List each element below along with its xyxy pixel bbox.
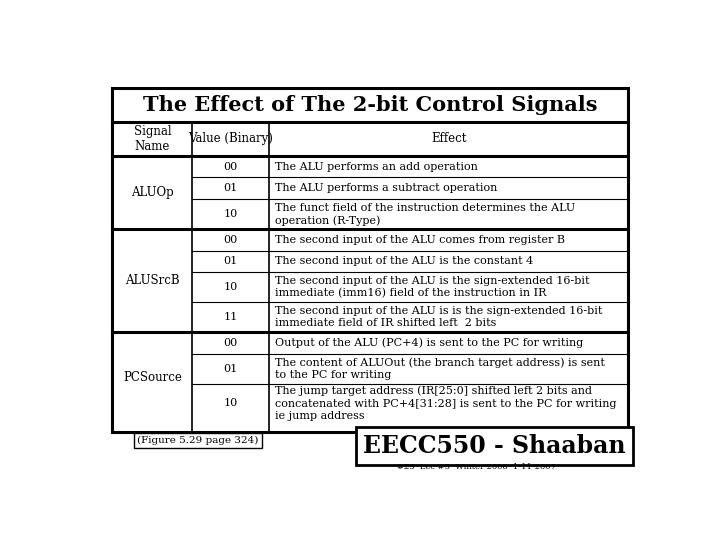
Text: 01: 01	[223, 256, 238, 266]
Text: 10: 10	[223, 282, 238, 292]
Text: Value (Binary): Value (Binary)	[188, 132, 273, 145]
Text: Signal
Name: Signal Name	[133, 125, 171, 153]
Text: 01: 01	[223, 183, 238, 193]
Text: EECC550 - Shaaban: EECC550 - Shaaban	[363, 434, 626, 457]
Text: The second input of the ALU comes from register B: The second input of the ALU comes from r…	[276, 235, 565, 245]
Text: The funct field of the instruction determines the ALU
operation (R-Type): The funct field of the instruction deter…	[276, 202, 575, 226]
Text: The ALU performs an add operation: The ALU performs an add operation	[276, 161, 478, 172]
Text: The second input of the ALU is the sign-extended 16-bit
immediate (imm16) field : The second input of the ALU is the sign-…	[276, 276, 590, 299]
Text: ALUSrcB: ALUSrcB	[125, 274, 179, 287]
Text: 10: 10	[223, 209, 238, 219]
Text: The ALU performs a subtract operation: The ALU performs a subtract operation	[276, 183, 498, 193]
Text: 00: 00	[223, 161, 238, 172]
Text: The second input of the ALU is the constant 4: The second input of the ALU is the const…	[276, 256, 534, 266]
Text: Output of the ALU (PC+4) is sent to the PC for writing: Output of the ALU (PC+4) is sent to the …	[276, 338, 584, 348]
Text: 11: 11	[223, 312, 238, 322]
Text: #25  Lec #5  Winter 2006  1-11-2007: #25 Lec #5 Winter 2006 1-11-2007	[397, 463, 556, 471]
Text: The content of ALUOut (the branch target address) is sent
to the PC for writing: The content of ALUOut (the branch target…	[276, 357, 606, 380]
Text: The jump target address (IR[25:0] shifted left 2 bits and
concatenated with PC+4: The jump target address (IR[25:0] shifte…	[276, 386, 617, 421]
Text: The second input of the ALU is is the sign-extended 16-bit
immediate field of IR: The second input of the ALU is is the si…	[276, 306, 603, 328]
Text: (Figure 5.29 page 324): (Figure 5.29 page 324)	[138, 436, 258, 445]
Text: Effect: Effect	[431, 132, 467, 145]
Text: 10: 10	[223, 399, 238, 408]
Text: PCSource: PCSource	[123, 371, 181, 384]
Text: The Effect of The 2-bit Control Signals: The Effect of The 2-bit Control Signals	[143, 94, 598, 114]
Text: 00: 00	[223, 235, 238, 245]
Text: ALUOp: ALUOp	[131, 186, 174, 199]
Text: 01: 01	[223, 364, 238, 374]
Text: 00: 00	[223, 338, 238, 348]
